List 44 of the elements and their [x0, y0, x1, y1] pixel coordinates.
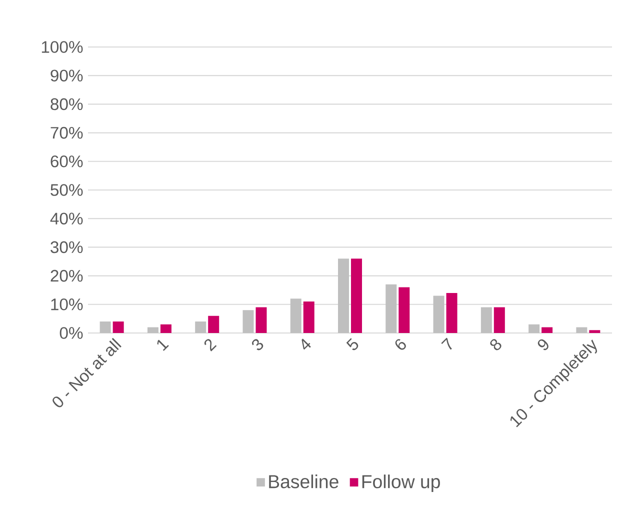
bar: [433, 296, 444, 333]
bar: [290, 298, 302, 333]
x-tick-label: 7: [441, 338, 452, 350]
x-tick-label: 1: [157, 340, 169, 351]
bar: [195, 322, 206, 333]
y-tick-label: 100%: [42, 41, 83, 53]
legend-label: Baseline: [269, 474, 338, 488]
bar: [542, 327, 553, 333]
bar: [576, 327, 588, 333]
y-tick-label: 40%: [50, 212, 83, 224]
bar: [398, 287, 410, 333]
bar: [446, 292, 458, 333]
x-tick-label: 8: [490, 339, 502, 350]
bar: [386, 284, 397, 333]
bar: [338, 258, 349, 333]
bar: [351, 258, 362, 333]
bar: [160, 324, 172, 333]
bar: [303, 302, 314, 333]
y-tick-label: 70%: [50, 126, 83, 139]
bar: [112, 322, 124, 333]
y-tick-label: 80%: [50, 98, 83, 110]
x-tick-label: 4: [302, 338, 311, 350]
y-tick-label: 90%: [50, 70, 83, 82]
legend-label: Follow up: [362, 474, 440, 492]
x-tick-label: 2: [204, 339, 217, 352]
x-tick-label: 6: [395, 339, 406, 350]
bar: [528, 324, 540, 333]
y-tick-label: 50%: [50, 184, 83, 196]
y-tick-label: 30%: [50, 241, 83, 254]
bar: [480, 307, 492, 333]
x-tick-label: 5: [346, 338, 358, 350]
bar: [494, 307, 505, 333]
x-tick-label: 0 - Not at all: [52, 338, 122, 408]
bar: [208, 316, 220, 333]
bar: [147, 327, 158, 333]
y-tick-label: 10%: [51, 298, 83, 310]
bar: [242, 310, 254, 333]
x-tick-label: 3: [252, 339, 264, 350]
bar: [256, 307, 267, 333]
y-tick-label: 20%: [50, 270, 83, 282]
bar: [589, 330, 600, 333]
y-tick-label: 60%: [50, 156, 83, 168]
y-tick-label: 0%: [60, 327, 83, 339]
bar: [100, 322, 111, 333]
